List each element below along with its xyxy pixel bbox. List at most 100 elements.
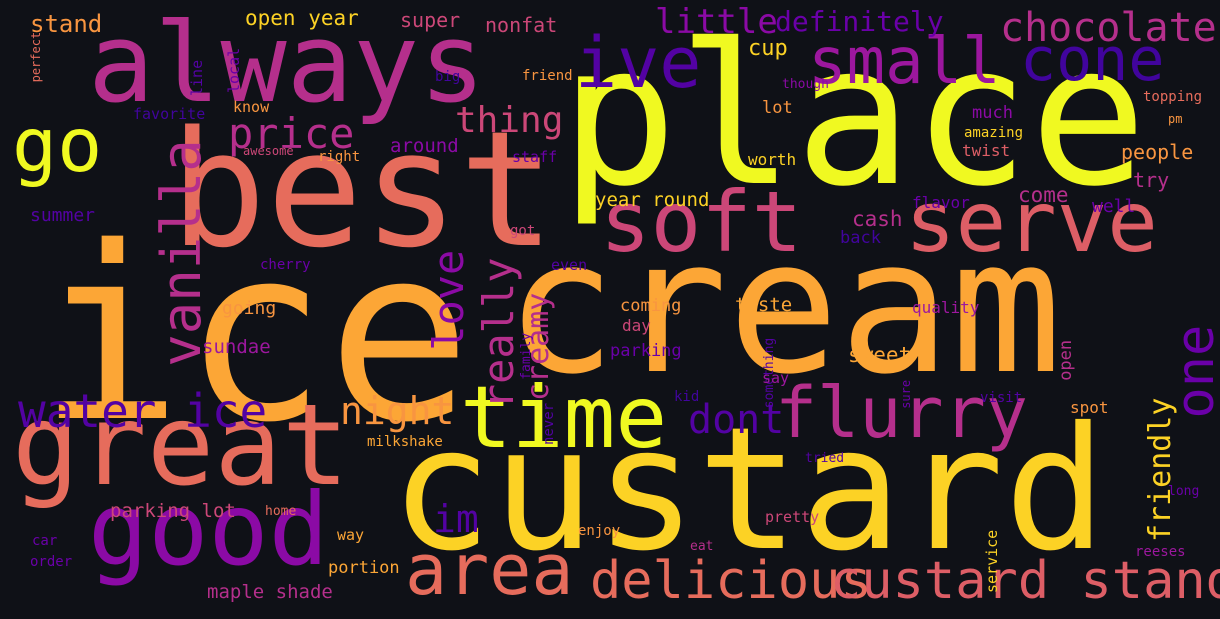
word-home: home xyxy=(265,504,297,519)
word-open: open xyxy=(1056,339,1076,381)
word-come: come xyxy=(1018,183,1069,207)
word-go: go xyxy=(12,101,103,189)
word-pretty: pretty xyxy=(765,508,820,526)
word-area: area xyxy=(405,529,574,611)
word-day: day xyxy=(622,316,651,335)
word-flurry: flurry xyxy=(775,372,1028,454)
word-open-year: open year xyxy=(245,6,359,30)
word-im: im xyxy=(433,497,479,541)
word-custard: custard xyxy=(390,391,1107,589)
word-place: place xyxy=(560,2,1147,229)
word-quality: quality xyxy=(912,298,980,317)
word-right: right xyxy=(318,149,361,165)
word-parking-lot: parking lot xyxy=(110,500,236,522)
word-way: way xyxy=(337,526,365,544)
word-cream: cream xyxy=(505,199,1062,415)
word-spot: spot xyxy=(1070,398,1109,417)
word-know: know xyxy=(233,98,270,116)
word-year-round: year round xyxy=(595,189,710,211)
word-portion: portion xyxy=(328,558,400,578)
word-parking: parking xyxy=(610,341,682,361)
word-favorite: favorite xyxy=(133,105,206,123)
word-sweet: sweet xyxy=(848,343,912,367)
word-twist: twist xyxy=(962,141,1011,160)
word-cherry: cherry xyxy=(260,257,311,273)
word-big: big xyxy=(435,69,461,85)
word-eat: eat xyxy=(690,539,714,554)
word-dont: dont xyxy=(688,397,785,443)
word-always: always xyxy=(88,0,486,127)
word-pm: pm xyxy=(1168,112,1183,126)
word-really: really xyxy=(474,257,523,410)
word-well: well xyxy=(1092,196,1136,217)
word-kid: kid xyxy=(674,389,700,405)
word-perfect: perfect xyxy=(29,31,43,83)
word-local: local xyxy=(225,47,243,93)
word-order: order xyxy=(30,554,73,570)
word-delicious: delicious xyxy=(590,551,872,611)
word-topping: topping xyxy=(1143,89,1203,105)
word-enjoy: enjoy xyxy=(578,523,621,539)
word-custard-stand: custard stand xyxy=(830,551,1220,611)
word-little: little xyxy=(655,2,778,42)
word-love: love xyxy=(424,249,473,351)
word-taste: taste xyxy=(735,294,793,316)
word-got: got xyxy=(510,223,536,239)
word-ive: ive xyxy=(575,22,702,104)
word-family: family xyxy=(519,332,534,380)
word-try: try xyxy=(1133,168,1170,192)
word-maple-shade: maple shade xyxy=(207,581,333,603)
word-worth: worth xyxy=(748,150,797,169)
word-chocolate: chocolate xyxy=(1000,5,1217,51)
word-cash: cash xyxy=(852,207,903,231)
word-good: good xyxy=(88,471,329,588)
word-friend: friend xyxy=(522,68,573,84)
word-going: going xyxy=(222,298,277,319)
word-friendly: friendly xyxy=(1143,397,1178,543)
word-great: great xyxy=(12,381,350,511)
word-ice: ice xyxy=(38,195,472,475)
word-line: line xyxy=(188,59,206,96)
word-price: price xyxy=(228,109,355,158)
word-stand: stand xyxy=(30,10,103,38)
word-service: service xyxy=(983,529,1001,593)
word-tried: tried xyxy=(805,451,845,466)
word-small: small xyxy=(808,25,1001,99)
word-reeses: reeses xyxy=(1135,544,1186,560)
word-milkshake: milkshake xyxy=(367,434,443,450)
word-long: long xyxy=(1168,484,1200,499)
word-amazing: amazing xyxy=(964,125,1024,141)
word-car: car xyxy=(32,533,58,549)
word-summer: summer xyxy=(30,205,96,226)
word-people: people xyxy=(1121,140,1194,164)
word-though: though xyxy=(782,77,829,92)
word-cone: cone xyxy=(1020,25,1165,95)
word-sure: sure xyxy=(899,379,913,409)
word-back: back xyxy=(840,228,881,248)
word-even: even xyxy=(551,256,588,274)
word-say: say xyxy=(762,369,790,387)
word-super: super xyxy=(400,8,461,32)
word-lot: lot xyxy=(762,98,793,118)
word-staff: staff xyxy=(512,148,558,166)
word-serve: serve xyxy=(905,173,1158,271)
word-water-ice: water ice xyxy=(18,384,268,438)
word-vanilla: vanilla xyxy=(150,139,213,367)
word-definitely: definitely xyxy=(775,5,944,38)
word-night: night xyxy=(340,389,455,433)
word-best: best xyxy=(170,96,556,283)
word-sundae: sundae xyxy=(202,336,271,358)
word-never: never xyxy=(541,402,557,445)
word-flavor: flavor xyxy=(912,193,970,212)
word-cup: cup xyxy=(748,36,788,61)
word-coming: coming xyxy=(620,296,682,316)
word-visit: visit xyxy=(980,390,1023,406)
word-awesome: awesome xyxy=(243,144,294,158)
word-time: time xyxy=(460,368,668,468)
word-thing: thing xyxy=(455,100,564,141)
word-nonfat: nonfat xyxy=(485,13,558,37)
word-around: around xyxy=(390,135,459,157)
word-soft: soft xyxy=(600,173,803,271)
word-much: much xyxy=(972,103,1013,123)
